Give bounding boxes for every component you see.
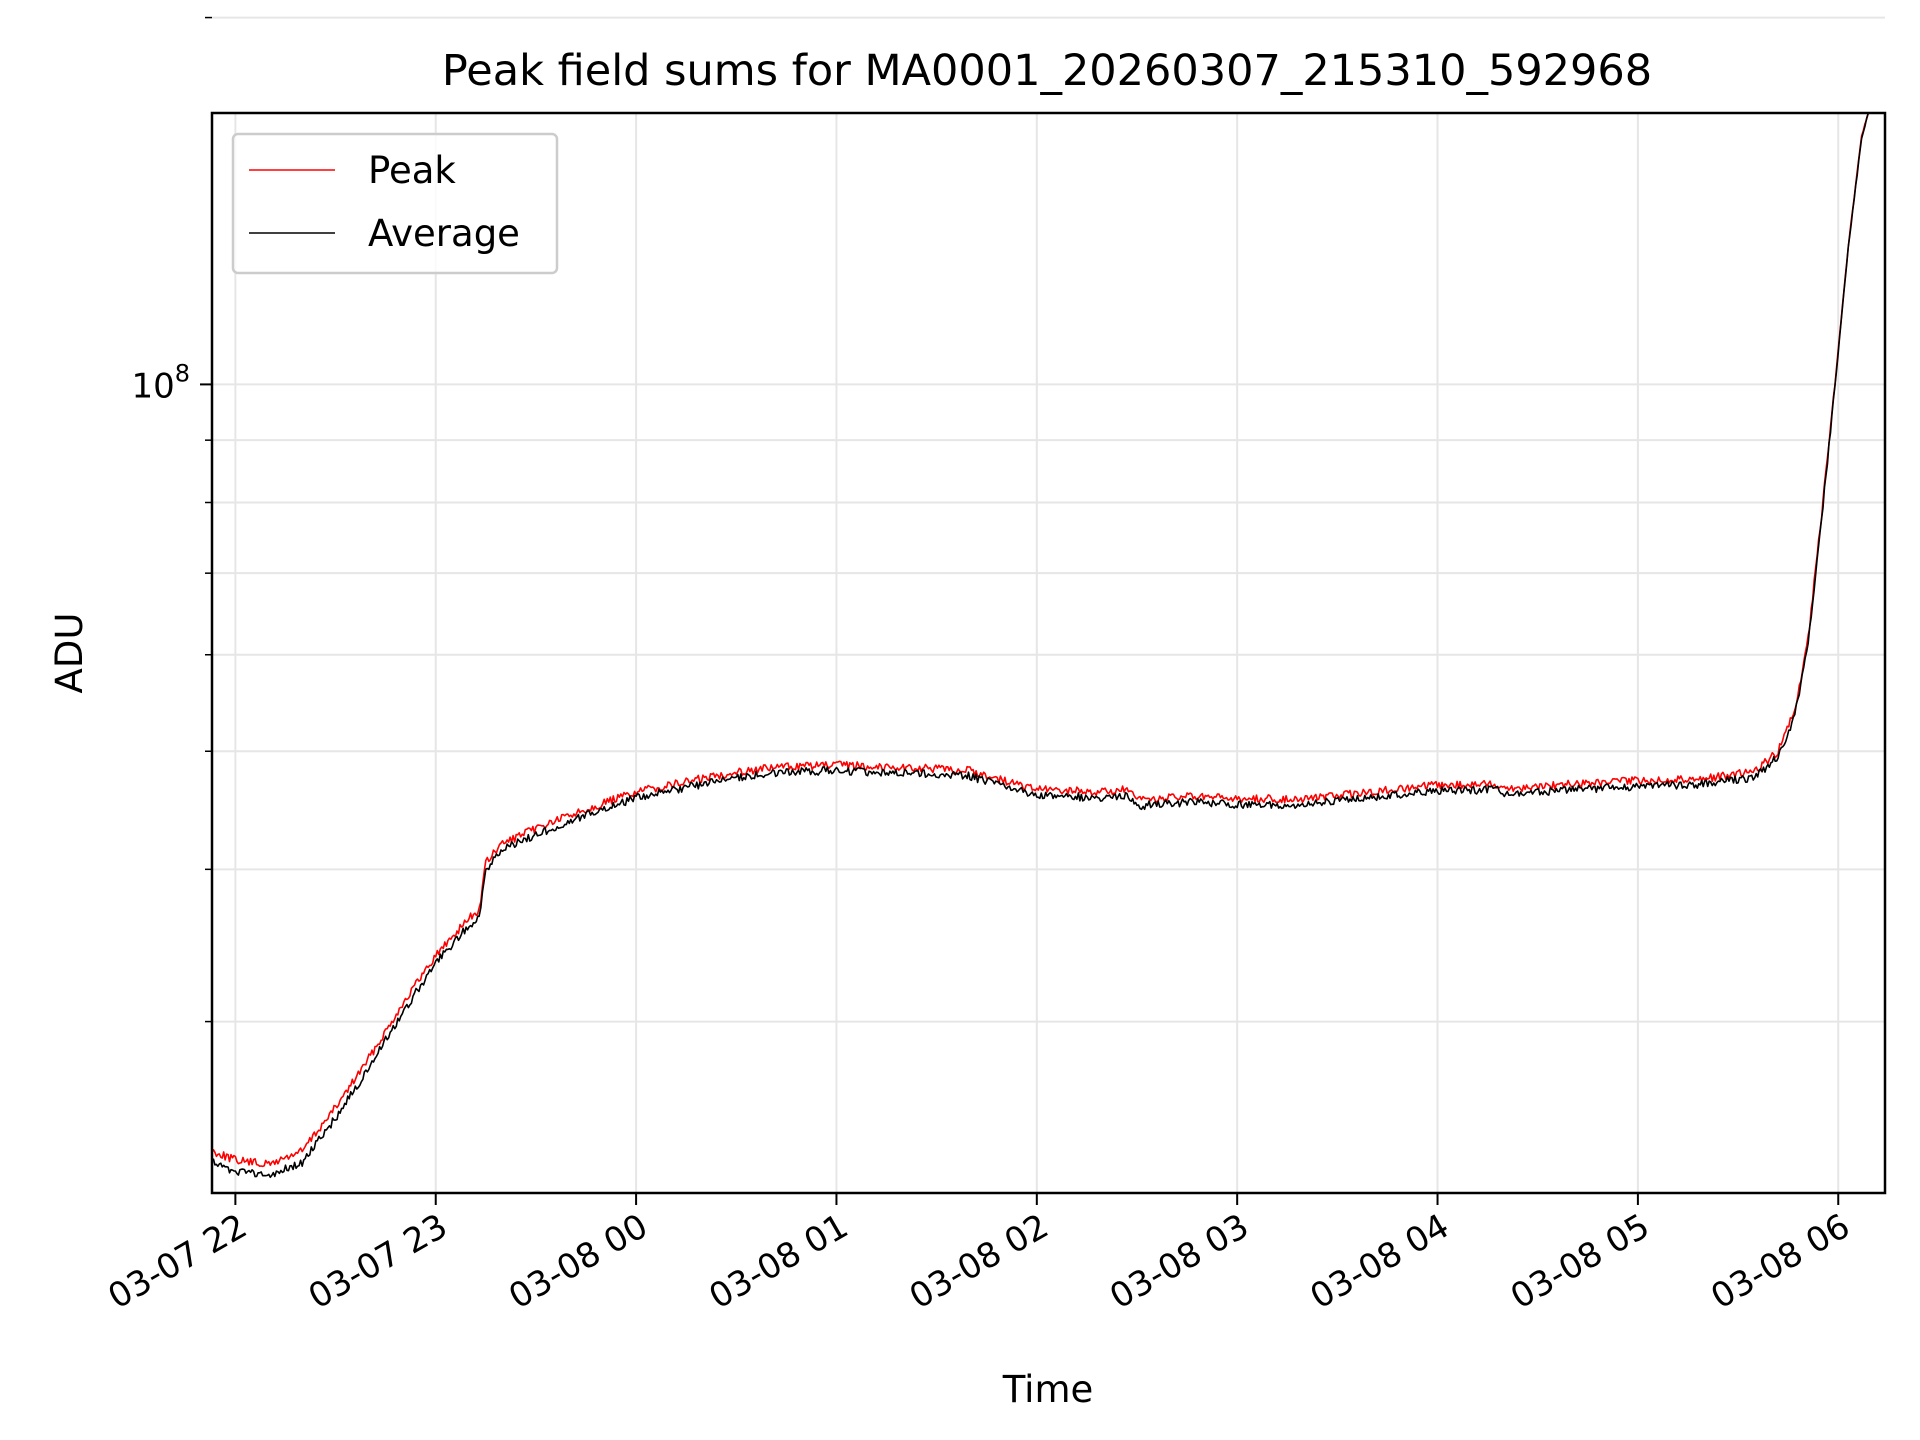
x-tick-label: 03-08 04 <box>1304 1206 1456 1317</box>
x-tick-label: 03-08 01 <box>703 1206 855 1317</box>
x-tick-label: 03-07 23 <box>302 1206 454 1317</box>
x-axis-label: Time <box>1002 1368 1094 1411</box>
legend-box <box>231 132 559 275</box>
series-line-peak <box>211 112 1870 1168</box>
legend: Peak Average <box>231 132 559 275</box>
y-tick-exponent: 8 <box>175 359 190 387</box>
x-tick-label: 03-07 22 <box>101 1206 253 1317</box>
chart-title: Peak field sums for MA0001_20260307_2153… <box>442 46 1652 96</box>
grid <box>212 16 1885 1193</box>
x-tick-label: 03-08 06 <box>1704 1206 1856 1317</box>
x-tick-label: 03-08 05 <box>1504 1206 1656 1317</box>
x-ticks: 03-07 22 03-07 23 03-08 00 03-08 01 03-08 02… <box>101 1193 1857 1317</box>
x-tick-label: 03-08 02 <box>903 1206 1055 1317</box>
y-tick-label: 108 <box>131 359 190 406</box>
x-tick-label: 03-08 03 <box>1103 1206 1255 1317</box>
y-axis-label: ADU <box>48 613 91 694</box>
x-tick-label: 03-08 00 <box>502 1206 654 1317</box>
y-tick-base: 10 <box>131 366 174 406</box>
y-ticks: 108 <box>131 16 212 1023</box>
series-layer <box>211 112 1870 1179</box>
plot-frame <box>210 111 1887 1195</box>
series-line-average <box>211 112 1870 1179</box>
legend-label-peak: Peak <box>368 149 456 192</box>
legend-label-average: Average <box>368 212 520 255</box>
